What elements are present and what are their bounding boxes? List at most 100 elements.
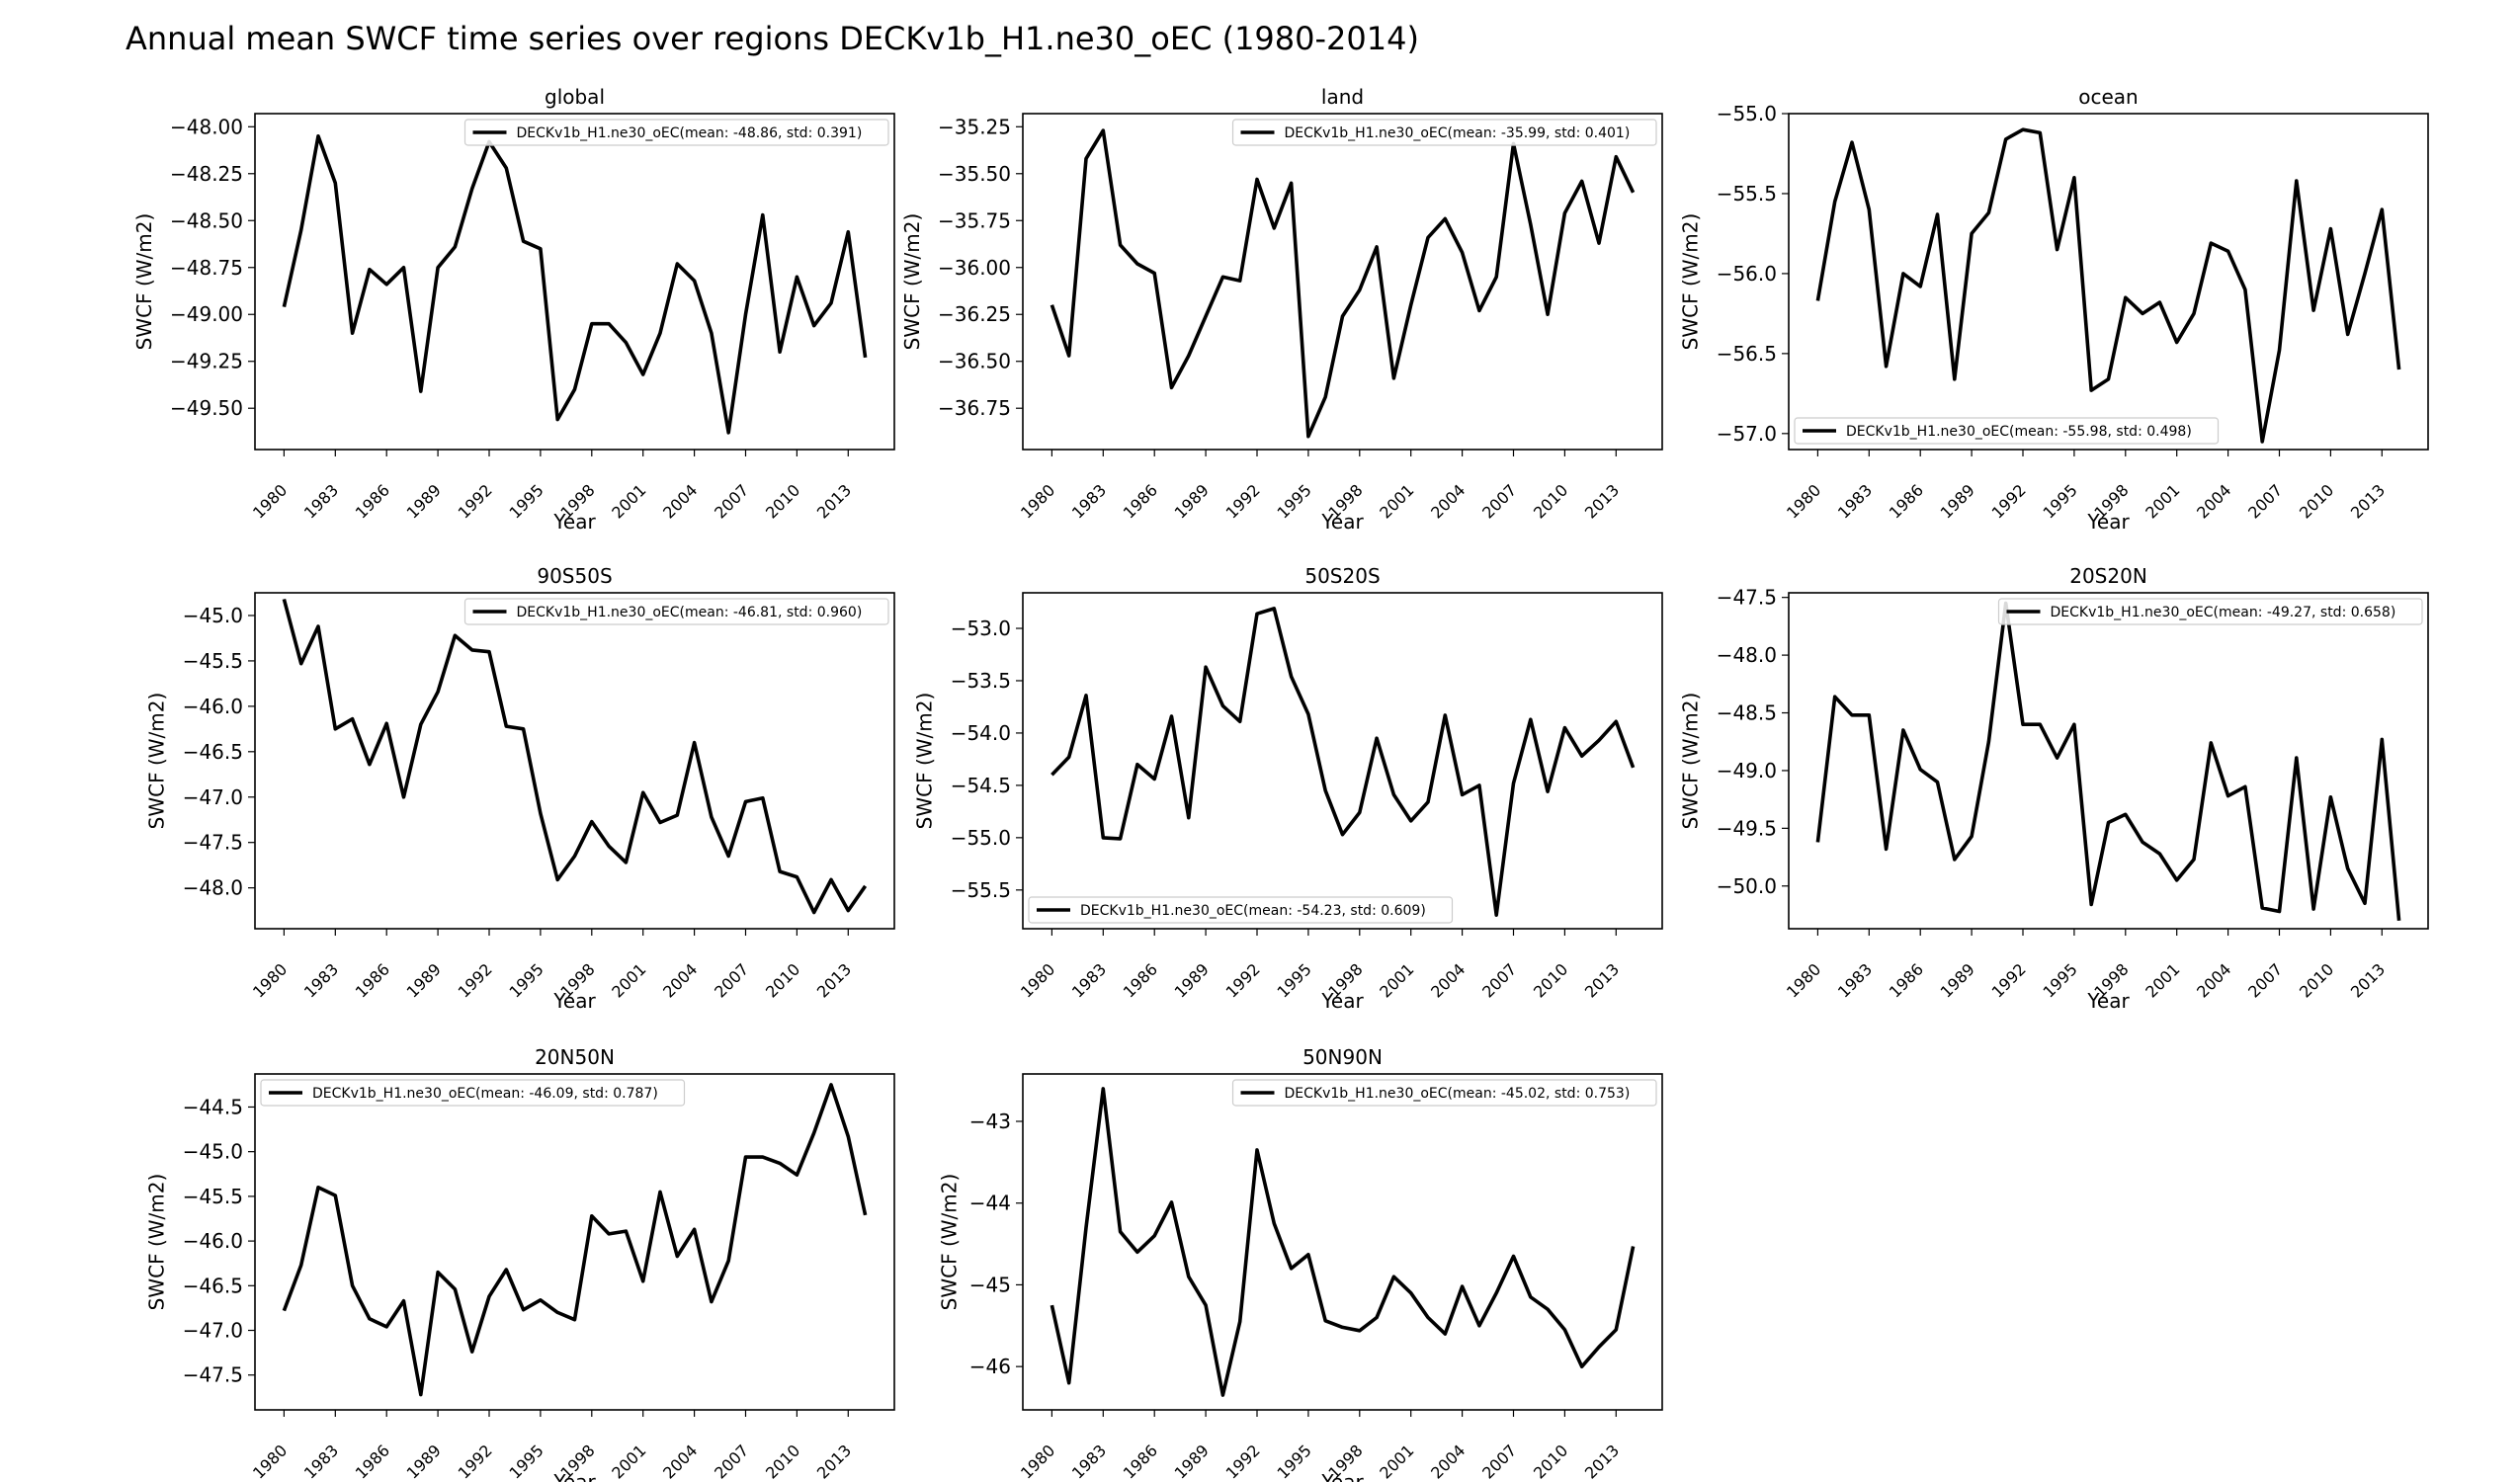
- panel-title: ocean: [2078, 85, 2138, 109]
- x-tick-label: 1989: [1171, 1441, 1213, 1482]
- legend-box: [1231, 119, 1657, 146]
- y-tick-label: −53.0: [951, 617, 1011, 640]
- x-tick-label: 2001: [608, 959, 649, 1001]
- x-tick-label: 1980: [1783, 959, 1824, 1001]
- y-tick-label: −44.5: [183, 1095, 243, 1118]
- x-axis-label: Year: [1320, 989, 1364, 1013]
- x-tick-label: 2001: [1376, 1441, 1417, 1482]
- x-tick-label: 2004: [659, 959, 701, 1001]
- y-axis-label: SWCF (W/m2): [1679, 213, 1703, 351]
- y-tick-label: −45: [969, 1273, 1011, 1296]
- x-tick-label: 1983: [1834, 959, 1876, 1001]
- series-line: [1050, 128, 1636, 439]
- series-line: [1815, 127, 2401, 444]
- plot-frame: [254, 113, 895, 451]
- y-tick-label: −35.25: [938, 115, 1011, 138]
- x-tick-label: 1980: [249, 959, 291, 1001]
- x-tick-label: 1989: [1937, 959, 1978, 1001]
- x-tick-label: 1992: [1222, 1441, 1264, 1482]
- y-tick-label: −57.0: [1717, 422, 1777, 446]
- x-axis-label: Year: [2086, 989, 2130, 1013]
- x-tick-label: 2010: [1530, 959, 1571, 1001]
- y-tick-label: −47.0: [183, 1319, 243, 1343]
- x-tick-label: 2010: [762, 480, 803, 522]
- x-tick-label: 1992: [1222, 959, 1264, 1001]
- y-tick-label: −49.25: [170, 350, 243, 373]
- x-tick-label: 2013: [1581, 480, 1623, 522]
- x-tick-label: 2010: [762, 959, 803, 1001]
- y-tick-label: −49.00: [170, 302, 243, 326]
- y-tick-label: −48.0: [183, 876, 243, 900]
- x-tick-label: 2001: [608, 1441, 649, 1482]
- x-axis-label: Year: [2086, 510, 2130, 534]
- x-tick-label: 1983: [1834, 480, 1876, 522]
- legend-box: [1794, 417, 2220, 445]
- x-tick-label: 1995: [1274, 480, 1315, 522]
- x-tick-label: 2007: [1478, 480, 1520, 522]
- x-tick-label: 2007: [1478, 1441, 1520, 1482]
- y-tick-label: −54.5: [951, 774, 1011, 797]
- y-tick-label: −36.75: [938, 396, 1011, 420]
- panel-title: 20S20N: [2069, 564, 2147, 588]
- legend-box: [260, 1079, 686, 1107]
- y-tick-label: −45.0: [183, 604, 243, 627]
- plot-frame: [254, 592, 895, 930]
- x-tick-label: 2010: [1530, 480, 1571, 522]
- x-tick-label: 1986: [352, 480, 393, 522]
- x-tick-label: 2013: [2347, 480, 2389, 522]
- x-tick-label: 2004: [659, 1441, 701, 1482]
- legend: DECKv1b_H1.ne30_oEC(mean: -46.81, std: 0…: [463, 598, 889, 625]
- x-tick-label: 1989: [403, 959, 445, 1001]
- x-tick-label: 2010: [1530, 1441, 1571, 1482]
- x-tick-label: 1995: [506, 959, 547, 1001]
- legend: DECKv1b_H1.ne30_oEC(mean: -48.86, std: 0…: [463, 119, 889, 146]
- x-tick-label: 2001: [1376, 480, 1417, 522]
- series-line: [1050, 607, 1636, 918]
- y-tick-label: −43: [969, 1110, 1011, 1133]
- y-tick-label: −48.75: [170, 256, 243, 280]
- y-tick-label: −55.0: [1717, 102, 1777, 125]
- legend-box: [1231, 1079, 1657, 1107]
- y-tick-label: −45.0: [183, 1140, 243, 1164]
- x-tick-label: 1986: [352, 1441, 393, 1482]
- x-tick-label: 1980: [1017, 959, 1058, 1001]
- legend: DECKv1b_H1.ne30_oEC(mean: -49.27, std: 0…: [1997, 598, 2423, 625]
- x-tick-label: 1995: [2040, 480, 2081, 522]
- y-tick-label: −49.5: [1717, 816, 1777, 840]
- x-tick-label: 2001: [1376, 959, 1417, 1001]
- y-tick-label: −48.50: [170, 208, 243, 232]
- x-tick-label: 2013: [2347, 959, 2389, 1001]
- x-tick-label: 1995: [506, 1441, 547, 1482]
- x-tick-label: 1992: [455, 959, 496, 1001]
- series-line: [1050, 1087, 1636, 1397]
- legend-box: [1028, 896, 1454, 924]
- y-axis-label: SWCF (W/m2): [145, 1174, 169, 1311]
- x-tick-label: 2004: [1427, 959, 1469, 1001]
- panel-title: land: [1321, 85, 1364, 109]
- x-tick-label: 2013: [813, 1441, 855, 1482]
- y-tick-label: −47.5: [1717, 586, 1777, 610]
- x-tick-label: 2004: [1427, 1441, 1469, 1482]
- x-tick-label: 1980: [1783, 480, 1824, 522]
- x-tick-label: 2013: [813, 959, 855, 1001]
- x-tick-label: 1986: [1886, 480, 1927, 522]
- x-tick-label: 1980: [249, 480, 291, 522]
- legend-box: [463, 119, 889, 146]
- y-axis-label: SWCF (W/m2): [132, 213, 156, 351]
- plot-frame: [1788, 592, 2429, 930]
- panel-title: global: [545, 85, 605, 109]
- y-tick-label: −48.0: [1717, 643, 1777, 667]
- x-tick-label: 1995: [1274, 959, 1315, 1001]
- y-tick-label: −36.00: [938, 256, 1011, 280]
- legend-label: DECKv1b_H1.ne30_oEC(mean: -35.99, std: 0…: [1285, 125, 1631, 141]
- series-line: [1815, 601, 2401, 921]
- panel-title: 90S50S: [537, 564, 612, 588]
- x-tick-label: 2007: [2244, 959, 2286, 1001]
- y-tick-label: −45.5: [183, 649, 243, 673]
- legend-label: DECKv1b_H1.ne30_oEC(mean: -49.27, std: 0…: [2051, 605, 2396, 620]
- panel-title: 20N50N: [535, 1045, 615, 1069]
